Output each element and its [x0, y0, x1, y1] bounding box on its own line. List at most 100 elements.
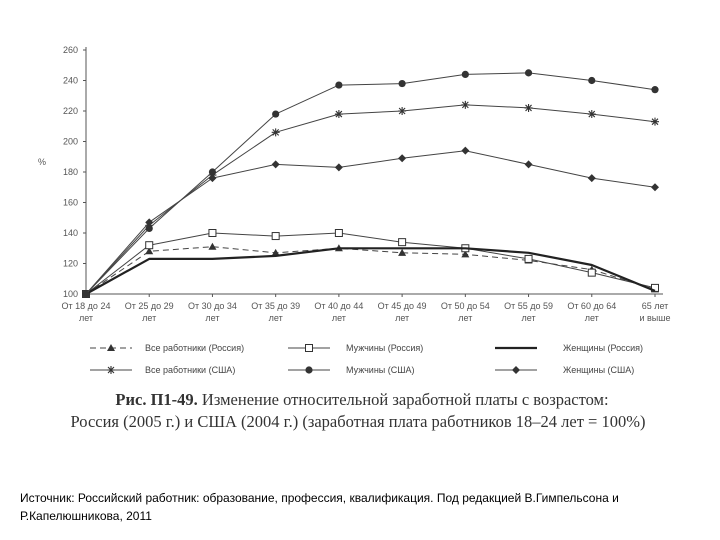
legend-marker — [107, 344, 115, 351]
y-tick-label: 180 — [63, 167, 78, 177]
series-2 — [82, 229, 659, 298]
data-point — [461, 70, 469, 78]
data-point — [651, 183, 659, 192]
data-point — [588, 76, 596, 85]
x-tick-label: От 40 до 44 — [314, 301, 363, 311]
y-tick-label: 240 — [63, 76, 78, 86]
chart-caption-number: Рис. П1-49. — [115, 390, 197, 409]
series-3 — [85, 247, 656, 295]
legend-item: Мужчины (Россия) — [288, 343, 423, 353]
legend-label: Мужчины (Россия) — [346, 343, 423, 353]
series-line — [85, 232, 656, 295]
series-5 — [82, 69, 659, 298]
data-point — [587, 268, 596, 277]
data-point — [271, 232, 280, 241]
chart-caption-line-1: Рис. П1-49. Изменение относительной зара… — [115, 390, 608, 409]
data-point — [587, 110, 596, 119]
data-point — [334, 229, 343, 237]
chart-caption-title: Изменение относительной заработной платы… — [198, 390, 609, 409]
x-tick-label: лет — [332, 313, 346, 323]
series-lines — [82, 69, 659, 298]
x-tick-label: От 50 до 54 — [441, 301, 490, 311]
data-point — [524, 69, 533, 77]
chart-legend: Все работники (Россия) Мужчины (Россия) Же… — [90, 343, 643, 375]
data-point — [398, 79, 406, 88]
x-tick-label: лет — [522, 313, 536, 323]
legend-item: Мужчины (США) — [288, 365, 415, 375]
series-line — [85, 150, 656, 295]
data-point — [145, 218, 154, 227]
x-tick-label: и выше — [639, 313, 670, 323]
legend-item: Все работники (США) — [90, 365, 235, 375]
y-axis-label: % — [38, 157, 46, 167]
series-line — [85, 104, 656, 295]
legend-marker — [305, 344, 313, 352]
legend-label: Все работники (Россия) — [145, 343, 244, 353]
data-point — [145, 247, 154, 255]
y-tick-label: 140 — [63, 228, 78, 238]
data-point — [271, 160, 280, 169]
data-point — [145, 224, 153, 233]
chart-caption-line-2: Россия (2005 г.) и США (2004 г.) (зарабо… — [71, 412, 646, 431]
y-tick-label: 220 — [63, 106, 78, 116]
data-point — [651, 283, 659, 292]
x-tick-label: От 45 до 49 — [378, 301, 427, 311]
legend-label: Женщины (Россия) — [563, 343, 643, 353]
data-point — [334, 163, 343, 172]
x-tick-label: лет — [269, 313, 283, 323]
legend-label: Мужчины (США) — [346, 365, 415, 375]
data-point — [208, 229, 217, 237]
data-point — [208, 168, 217, 176]
data-point — [651, 117, 659, 126]
data-point — [587, 174, 596, 183]
data-point — [398, 238, 407, 247]
series-line — [85, 246, 656, 295]
series-6 — [82, 146, 659, 298]
data-point — [334, 110, 343, 119]
x-tick-label: лет — [205, 313, 219, 323]
x-tick-label: лет — [585, 313, 599, 323]
data-point — [208, 242, 217, 250]
data-point — [651, 86, 659, 94]
source-note: Источник: Российский работник: образован… — [20, 491, 619, 523]
chart-axes: 100 120 140 160 180 200 220 240 260 От 18 до 24 ле… — [62, 45, 671, 323]
x-tick-label: От 25 до 29 — [125, 301, 174, 311]
x-tick-label: лет — [79, 313, 93, 323]
data-point — [524, 254, 533, 263]
data-point — [461, 250, 470, 258]
data-point — [398, 154, 407, 163]
x-tick-label: лет — [458, 313, 472, 323]
data-point — [398, 107, 407, 115]
data-point — [145, 241, 154, 250]
legend-label: Все работники (США) — [145, 365, 235, 375]
y-tick-label: 120 — [63, 259, 78, 269]
y-tick-label: 200 — [63, 137, 78, 147]
data-point — [461, 100, 470, 109]
legend-item: Все работники (Россия) — [90, 343, 244, 353]
wage-age-chart: % 100 120 140 160 180 200 220 240 260 От 18 до 24… — [38, 45, 671, 431]
data-point — [398, 248, 407, 256]
y-tick-label: 260 — [63, 45, 78, 55]
x-tick-label: От 55 до 59 — [504, 301, 553, 311]
data-point — [461, 146, 470, 155]
legend-marker — [305, 366, 313, 374]
legend-label: Женщины (США) — [563, 365, 634, 375]
data-point — [524, 103, 533, 112]
data-point — [82, 290, 90, 298]
data-point — [524, 160, 533, 169]
legend-item: Женщины (США) — [495, 365, 634, 375]
legend-item: Женщины (Россия) — [495, 343, 643, 353]
x-tick-label: 65 лет — [642, 301, 669, 311]
data-point — [208, 174, 217, 183]
x-tick-label: От 18 до 24 — [62, 301, 111, 311]
y-tick-label: 160 — [63, 198, 78, 208]
legend-marker — [512, 366, 520, 374]
legend-marker — [107, 366, 115, 374]
series-line — [85, 247, 656, 295]
x-tick-label: лет — [142, 313, 156, 323]
data-point — [335, 81, 343, 89]
x-tick-label: лет — [395, 313, 409, 323]
x-tick-label: От 30 до 34 — [188, 301, 237, 311]
data-point — [272, 110, 280, 118]
data-point — [271, 248, 280, 256]
